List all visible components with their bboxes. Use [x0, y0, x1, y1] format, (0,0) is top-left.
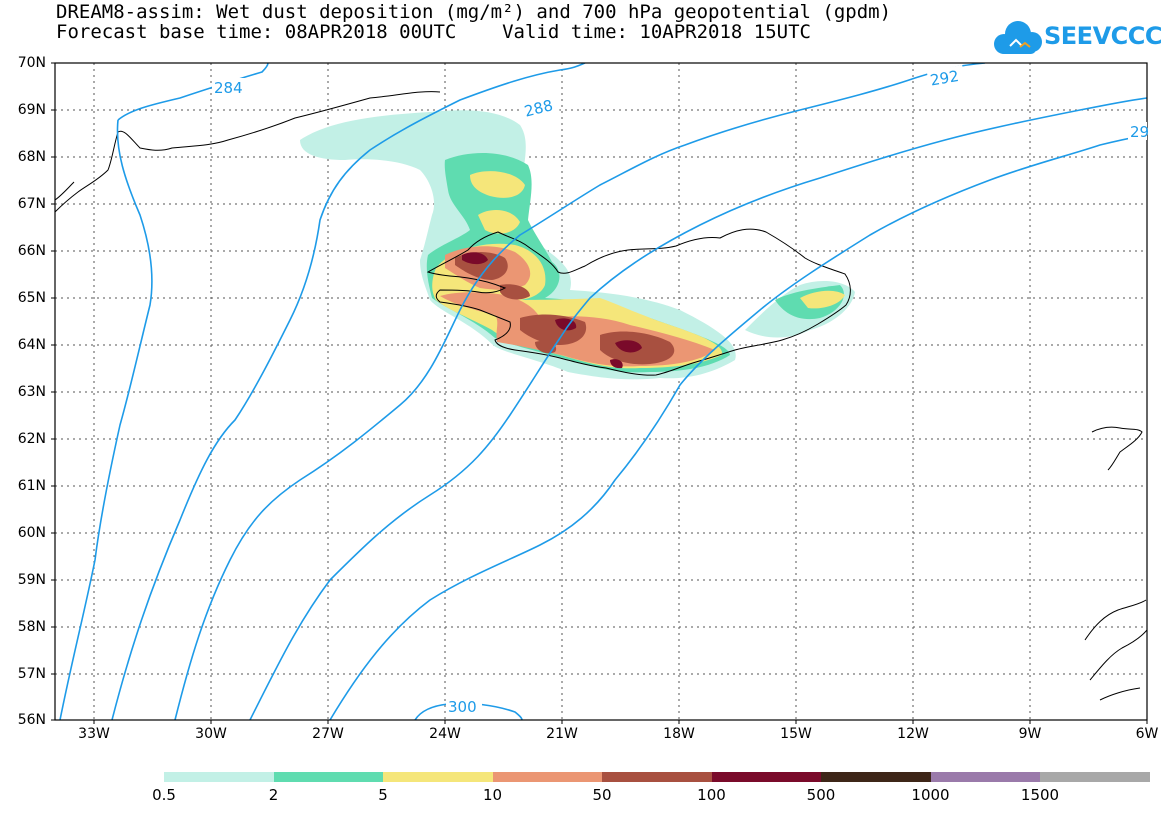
colorbar-segment	[602, 772, 712, 782]
scotland-coast	[1084, 599, 1147, 701]
contour-label-29: 29	[1130, 123, 1149, 141]
contour-300	[414, 702, 523, 720]
lon-label: 21W	[546, 726, 578, 742]
colorbar-label: 0.5	[152, 786, 176, 804]
lat-label: 69N	[17, 102, 46, 118]
axis-ticks	[51, 62, 1148, 724]
colorbar-label: 100	[697, 786, 726, 804]
coastlines	[55, 91, 1147, 701]
lat-label: 63N	[17, 384, 46, 400]
colorbar-label: 1000	[911, 786, 950, 804]
colorbar-segment	[273, 772, 384, 782]
lat-label: 67N	[17, 196, 46, 212]
colorbar-segment	[1040, 772, 1150, 782]
lon-label: 18W	[663, 726, 695, 742]
lon-label: 27W	[312, 726, 344, 742]
colorbar-segment	[930, 772, 1041, 782]
colorbar-segment	[821, 772, 931, 782]
contour-288	[111, 63, 586, 720]
iceland-coast	[426, 228, 851, 376]
lat-label: 61N	[17, 478, 46, 494]
lon-label: 9W	[1018, 726, 1042, 742]
colorbar-label: 1500	[1020, 786, 1060, 804]
lon-label: 30W	[195, 726, 227, 742]
contour-mid-2	[249, 97, 1147, 720]
colorbar-label: 50	[592, 786, 612, 804]
contour-label-300: 300	[448, 698, 477, 716]
contour-mid-1	[174, 63, 986, 720]
dust-deposition-field	[300, 110, 855, 380]
shetland-coast	[1091, 426, 1143, 471]
map-title: DREAM8-assim: Wet dust deposition (mg/m²…	[56, 1, 892, 23]
lat-label: 65N	[17, 290, 46, 306]
map-plot-area	[55, 63, 1147, 720]
colorbar-segment	[383, 772, 493, 782]
gridlines	[55, 63, 1147, 720]
lon-label: 24W	[429, 726, 461, 742]
lat-label: 64N	[17, 337, 46, 353]
lat-label: 70N	[17, 55, 46, 71]
logo-text: SEEVCCC	[1044, 22, 1163, 50]
colorbar-segment	[164, 772, 274, 782]
colorbar-label: 2	[268, 786, 279, 804]
greenland-coast-north	[55, 181, 75, 201]
lat-label: 60N	[17, 525, 46, 541]
greenland-coast	[55, 91, 441, 213]
lat-label: 62N	[17, 431, 46, 447]
contour-label-288: 288	[523, 96, 555, 120]
geopotential-contours	[59, 63, 1147, 720]
colorbar-segment	[492, 772, 603, 782]
contour-292-east	[329, 134, 1147, 720]
lat-label: 68N	[17, 149, 46, 165]
lat-label: 56N	[17, 712, 46, 728]
map-subtitle: Forecast base time: 08APR2018 00UTC Vali…	[56, 21, 811, 43]
lon-label: 6W	[1135, 726, 1159, 742]
lat-label: 66N	[17, 243, 46, 259]
colorbar-label: 500	[806, 786, 836, 804]
lat-label: 59N	[17, 572, 46, 588]
lat-label: 58N	[17, 619, 46, 635]
contour-labels: 284 288 292 29 300	[212, 65, 1149, 716]
dust-band-50	[455, 252, 675, 365]
colorbar-label: 5	[378, 786, 388, 804]
contour-284-west	[59, 119, 153, 720]
lon-label: 33W	[78, 726, 110, 742]
colorbar-label: 10	[482, 786, 503, 804]
contour-label-284: 284	[214, 79, 243, 97]
lon-label: 12W	[897, 726, 929, 742]
cloud-logo-icon	[994, 21, 1042, 54]
colorbar-segment	[711, 772, 822, 782]
lat-label: 57N	[17, 666, 46, 682]
contour-label-292: 292	[929, 67, 960, 90]
lon-label: 15W	[780, 726, 812, 742]
